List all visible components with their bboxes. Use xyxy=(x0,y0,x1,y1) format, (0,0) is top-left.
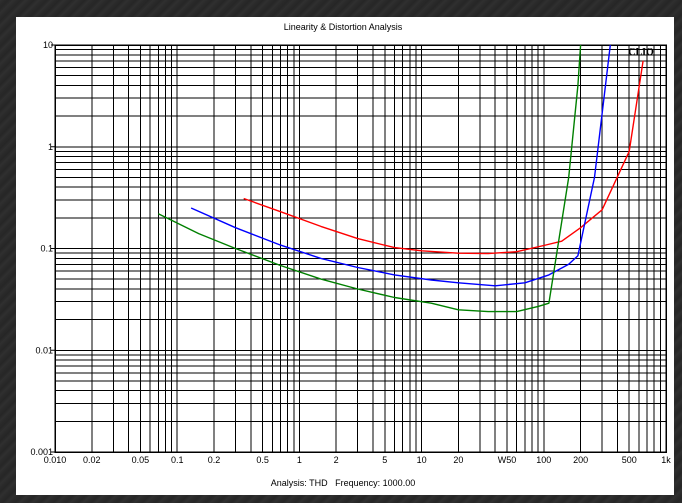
series-line-3 xyxy=(157,44,582,313)
x-tick-label: W50 xyxy=(498,455,517,465)
y-tick-label: 0.001 xyxy=(30,447,53,457)
x-tick-label: 0.010 xyxy=(44,455,67,465)
x-tick-label: 0.1 xyxy=(171,455,184,465)
series-line-2 xyxy=(190,44,611,287)
y-tick-labels: 10 1 0.1 0.01 0.001 xyxy=(30,40,53,457)
y-tick-label: 0.01 xyxy=(35,345,53,355)
y-tick-label: 10 xyxy=(43,40,53,50)
x-tick-label: 1 xyxy=(297,455,302,465)
x-tick-label: 0.05 xyxy=(132,455,150,465)
x-tick-label: 1k xyxy=(661,455,671,465)
chart-title: Linearity & Distortion Analysis xyxy=(284,22,403,32)
x-tick-labels: 0.010 0.02 0.05 0.1 0.2 0.5 1 2 5 10 20 W50 100 200 50… xyxy=(44,455,672,465)
clio-brand-label: CLIO xyxy=(628,47,654,58)
y-tick-label: 1 xyxy=(48,142,53,152)
thd-chart: Linearity & Distortion Analysis 0.010 0.0… xyxy=(30,22,672,488)
x-tick-label: 0.2 xyxy=(208,455,221,465)
x-tick-label: 2 xyxy=(334,455,339,465)
chart-panel: Linearity & Distortion Analysis 0.010 0.0… xyxy=(16,17,674,495)
x-tick-label: 20 xyxy=(453,455,463,465)
x-tick-label: 200 xyxy=(573,455,588,465)
x-tick-label: 0.02 xyxy=(83,455,101,465)
x-tick-label: 5 xyxy=(382,455,387,465)
x-tick-label: 0.5 xyxy=(256,455,269,465)
x-tick-label: 500 xyxy=(622,455,637,465)
x-tick-label: 10 xyxy=(417,455,427,465)
series-line-1 xyxy=(243,60,644,255)
grid xyxy=(51,44,667,453)
series-group xyxy=(157,44,644,313)
analysis-footer: Analysis: THD Frequency: 1000.00 xyxy=(271,478,415,488)
x-tick-label: 100 xyxy=(536,455,551,465)
y-tick-label: 0.1 xyxy=(40,244,53,254)
